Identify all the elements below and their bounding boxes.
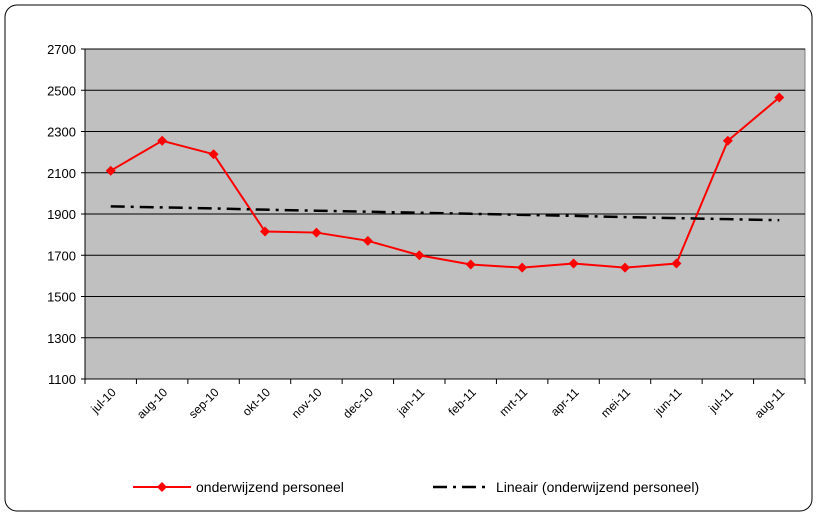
- data-point: [620, 262, 630, 273]
- y-tick-label: 2500: [47, 83, 76, 98]
- y-tick-label: 2300: [47, 125, 76, 140]
- data-point: [414, 250, 425, 261]
- data-point: [260, 226, 270, 237]
- y-tick-label: 1500: [47, 290, 76, 305]
- data-point: [311, 227, 322, 238]
- data-point: [465, 259, 476, 270]
- legend-label: onderwijzend personeel: [196, 479, 344, 495]
- data-point: [568, 258, 579, 269]
- legend-label: Lineair (onderwijzend personeel): [496, 479, 699, 495]
- y-tick-label: 2100: [47, 166, 76, 181]
- series-line: [110, 96, 780, 269]
- y-tick-label: 1100: [48, 372, 76, 387]
- data-point: [362, 235, 373, 246]
- y-tick-label: 1900: [47, 207, 76, 222]
- data-point: [671, 258, 682, 269]
- data-point: [517, 262, 528, 273]
- y-tick-label: 2700: [47, 42, 76, 57]
- y-tick-label: 1700: [47, 248, 76, 263]
- data-point: [722, 135, 733, 146]
- y-tick-label: 1300: [47, 331, 76, 346]
- data-point: [105, 165, 116, 176]
- series-line: [110, 205, 780, 222]
- legend-marker: [157, 482, 167, 492]
- data-point: [157, 135, 168, 146]
- data-point: [208, 149, 219, 160]
- data-point: [774, 92, 785, 103]
